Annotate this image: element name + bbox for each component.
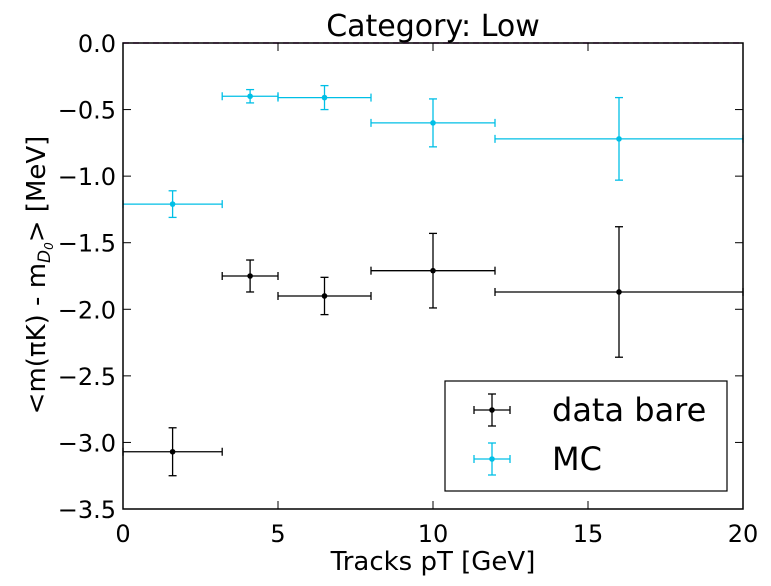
axis-ticks: 0 5 10 15 20 0.0 −0.5 −1.0 −1.5 −2.0 −2.5 −3.0 −3.5 [58,30,759,548]
legend-marker-point [489,407,495,413]
x-tick-label: 20 [728,520,759,548]
y-tick-label: −3.5 [58,496,116,524]
y-tick-label: −2.0 [58,296,116,324]
data-point [169,201,176,207]
data-point [169,448,176,455]
y-tick-label: 0.0 [78,30,116,58]
y-tick-label: −1.5 [58,230,116,258]
legend: data bare MC [444,380,728,492]
x-tick-label: 15 [573,520,604,548]
chart-title: Category: Low [326,9,540,44]
data-point [430,120,436,126]
y-axis-label: <m(πK) - mD0> [MeV] [22,136,56,415]
data-point [321,293,328,299]
data-point [616,289,622,295]
x-axis-label: Tracks pT [GeV] [330,547,536,577]
data-point [430,267,436,274]
data-point [247,273,253,279]
y-axis-label-sub: D [35,250,55,263]
legend-label: data bare [552,391,706,429]
legend-label: MC [552,440,602,478]
data-point [247,93,253,100]
y-axis-label-tail: > [MeV] [22,136,52,243]
y-tick-label: −2.5 [58,363,116,391]
legend-marker-point [489,456,495,462]
y-tick-label: −3.0 [58,429,116,457]
series-data-bare [122,226,744,477]
x-tick-label: 5 [270,520,285,548]
y-tick-label: −0.5 [58,97,116,125]
x-tick-label: 0 [115,520,130,548]
x-tick-label: 10 [418,520,449,548]
plot-frame [122,42,744,510]
y-axis-label-subsub: 0 [42,242,56,250]
y-tick-label: −1.0 [58,163,116,191]
data-point [321,94,328,101]
data-point [616,136,622,142]
y-axis-label-main: <m(πK) - m [22,263,52,414]
